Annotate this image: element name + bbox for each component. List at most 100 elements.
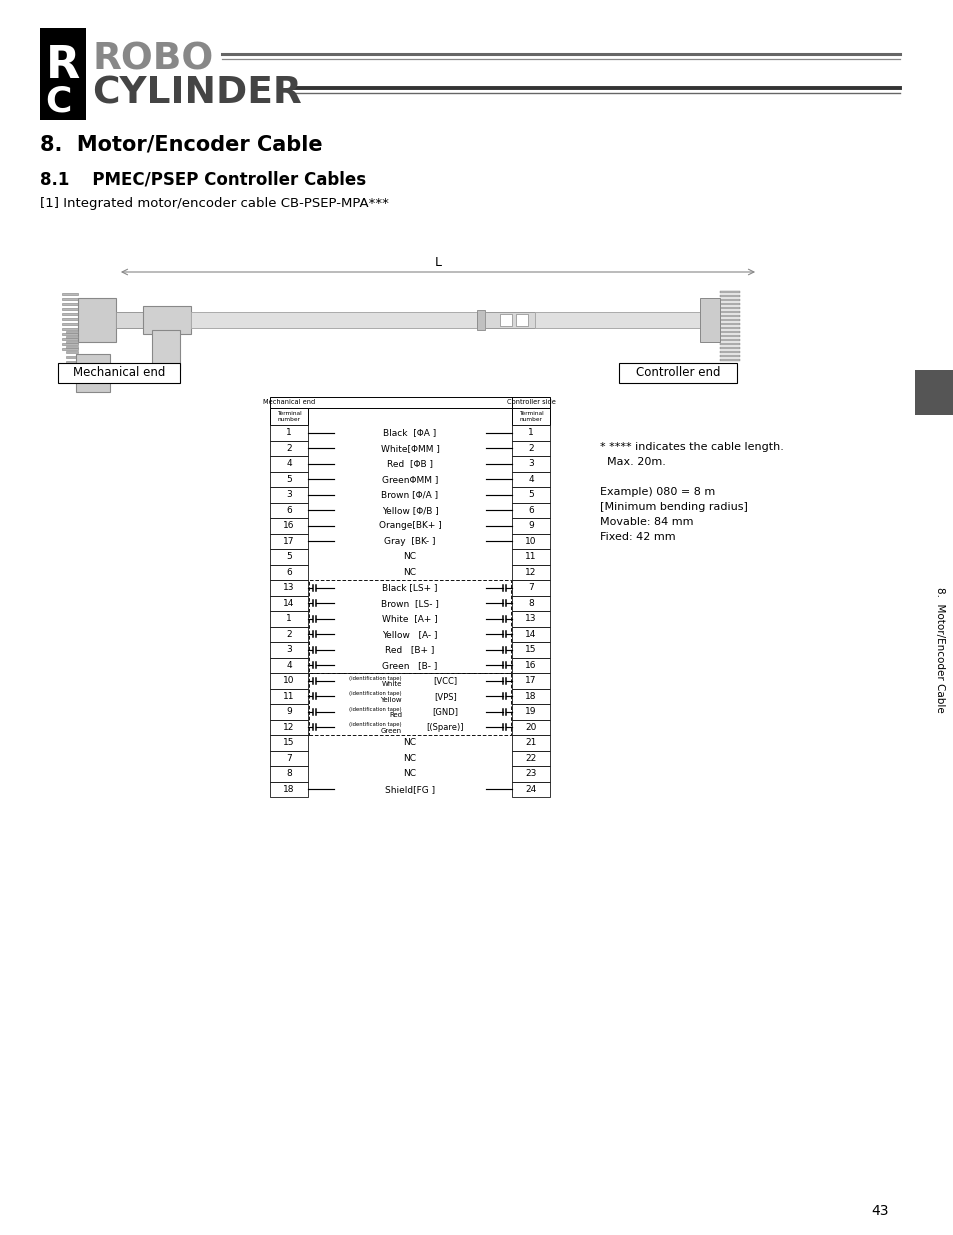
Text: 17: 17 <box>283 537 294 546</box>
Text: 3: 3 <box>528 459 534 468</box>
Text: NC: NC <box>403 739 416 747</box>
Text: 10: 10 <box>283 677 294 685</box>
Text: Terminal
number: Terminal number <box>518 411 543 422</box>
Bar <box>116 312 146 329</box>
Bar <box>720 347 740 350</box>
Bar <box>512 456 550 472</box>
Text: 6: 6 <box>528 506 534 515</box>
Text: NC: NC <box>403 568 416 577</box>
Bar <box>40 80 86 120</box>
Text: 4: 4 <box>528 474 534 484</box>
Text: CYLINDER: CYLINDER <box>91 77 301 112</box>
Bar <box>270 487 308 503</box>
Bar <box>512 688 550 704</box>
Text: NC: NC <box>403 552 416 561</box>
Text: [1] Integrated motor/encoder cable CB-PSEP-MPA***: [1] Integrated motor/encoder cable CB-PS… <box>40 198 389 210</box>
Text: White[ΦMM ]: White[ΦMM ] <box>380 443 439 453</box>
Text: Red: Red <box>389 713 401 719</box>
Bar <box>720 310 740 312</box>
Text: 14: 14 <box>525 630 537 638</box>
Text: Black [LS+ ]: Black [LS+ ] <box>382 583 437 593</box>
Text: 7: 7 <box>286 753 292 763</box>
Bar <box>270 720 308 735</box>
Text: Controller end: Controller end <box>635 367 720 379</box>
Text: 12: 12 <box>283 722 294 732</box>
Bar <box>512 441 550 456</box>
Bar <box>720 335 740 337</box>
Text: R: R <box>46 44 80 88</box>
Text: Brown [Φ/A ]: Brown [Φ/A ] <box>381 490 438 499</box>
Text: 12: 12 <box>525 568 537 577</box>
Bar <box>720 306 740 309</box>
Bar <box>66 336 78 338</box>
Text: 8: 8 <box>528 599 534 608</box>
Text: 6: 6 <box>286 506 292 515</box>
Bar <box>66 331 78 333</box>
Text: 5: 5 <box>286 552 292 561</box>
Text: * **** indicates the cable length.: * **** indicates the cable length. <box>599 442 783 452</box>
Text: Green   [B- ]: Green [B- ] <box>382 661 437 669</box>
Bar <box>516 314 527 326</box>
Bar <box>58 363 180 383</box>
Bar <box>66 361 78 363</box>
Text: (identification tape): (identification tape) <box>349 676 401 680</box>
Text: 15: 15 <box>283 739 294 747</box>
Text: [(Spare)]: [(Spare)] <box>426 722 463 732</box>
Bar <box>62 303 78 305</box>
Text: 9: 9 <box>528 521 534 530</box>
Bar <box>270 782 308 797</box>
Text: Max. 20m.: Max. 20m. <box>599 457 665 467</box>
Bar <box>270 673 308 688</box>
Text: 18: 18 <box>525 692 537 700</box>
Text: 23: 23 <box>525 769 537 778</box>
Text: 8.  Motor/Encoder Cable: 8. Motor/Encoder Cable <box>934 587 944 713</box>
Bar <box>270 472 308 487</box>
Bar <box>66 351 78 353</box>
Bar <box>270 626 308 642</box>
Bar <box>270 517 308 534</box>
Bar <box>512 673 550 688</box>
Bar <box>62 308 78 310</box>
Text: 17: 17 <box>525 677 537 685</box>
Text: 1: 1 <box>286 614 292 624</box>
Text: 6: 6 <box>286 568 292 577</box>
Bar <box>270 611 308 626</box>
Bar <box>720 322 740 325</box>
Text: White  [A+ ]: White [A+ ] <box>382 614 437 624</box>
Text: 15: 15 <box>525 645 537 655</box>
Bar <box>484 312 535 329</box>
Text: (identification tape): (identification tape) <box>349 692 401 697</box>
Text: Red   [B+ ]: Red [B+ ] <box>385 645 435 655</box>
Text: 1: 1 <box>528 429 534 437</box>
Bar <box>270 595 308 611</box>
Bar <box>512 611 550 626</box>
Bar <box>512 550 550 564</box>
Text: 16: 16 <box>283 521 294 530</box>
Bar <box>512 472 550 487</box>
Bar <box>512 782 550 797</box>
Bar <box>270 534 308 550</box>
Bar <box>309 673 511 735</box>
Bar <box>270 425 308 441</box>
Bar <box>512 720 550 735</box>
Bar <box>270 503 308 517</box>
Bar <box>270 751 308 766</box>
Bar <box>535 312 720 329</box>
Text: Green: Green <box>380 727 401 734</box>
Bar <box>720 338 740 341</box>
Bar <box>76 354 110 391</box>
Bar <box>720 319 740 321</box>
Bar <box>270 396 550 408</box>
Bar <box>512 626 550 642</box>
Text: ROBO: ROBO <box>91 42 213 78</box>
Text: 43: 43 <box>870 1204 888 1218</box>
Text: Fixed: 42 mm: Fixed: 42 mm <box>599 532 675 542</box>
Bar <box>62 347 78 350</box>
Bar <box>720 299 740 301</box>
Text: Yellow   [A- ]: Yellow [A- ] <box>382 630 437 638</box>
Bar <box>62 317 78 320</box>
Text: 2: 2 <box>286 630 292 638</box>
Bar <box>40 28 86 80</box>
Text: 11: 11 <box>283 692 294 700</box>
Bar <box>512 487 550 503</box>
